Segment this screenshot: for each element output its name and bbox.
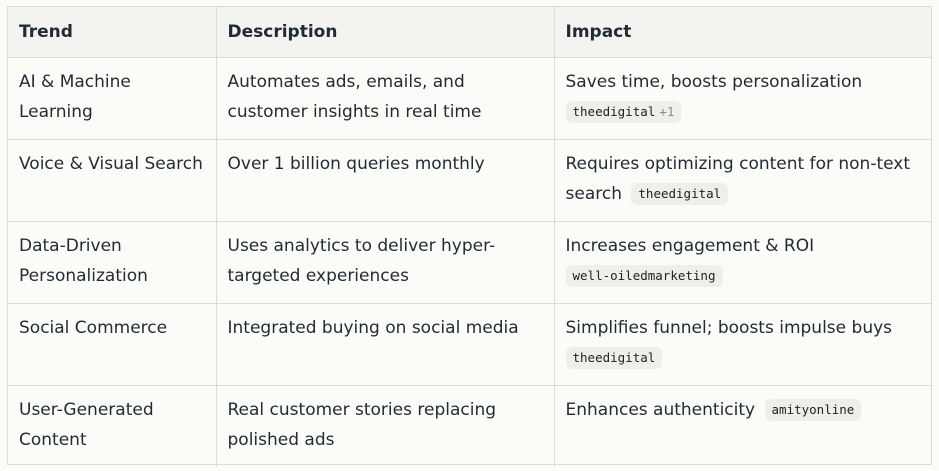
- trend-cell: User-Generated Content: [8, 385, 217, 467]
- impact-cell: Requires optimizing content for non-text…: [554, 139, 931, 222]
- source-label: well-oiledmarketing: [572, 267, 716, 283]
- source-label: amityonline: [771, 401, 855, 417]
- header-description: Description: [216, 7, 555, 58]
- trends-table-container: Trend Description Impact AI & Machine Le…: [7, 6, 932, 467]
- table-row: Data-Driven Personalization Uses analyti…: [8, 221, 931, 304]
- impact-text: Increases engagement & ROI: [565, 235, 815, 256]
- table-row: Social Commerce Integrated buying on soc…: [8, 303, 931, 386]
- source-citation-chip[interactable]: well-oiledmarketing: [565, 264, 723, 287]
- table-body: AI & Machine Learning Automates ads, ema…: [8, 57, 931, 467]
- source-citation-chip[interactable]: theedigital: [565, 346, 663, 369]
- impact-cell: Saves time, boosts personalization theed…: [554, 57, 931, 140]
- trend-cell: Social Commerce: [8, 303, 217, 386]
- source-citation-chip[interactable]: theedigital: [631, 182, 729, 205]
- impact-text: Requires optimizing content for non-text…: [565, 153, 911, 204]
- trends-table: Trend Description Impact AI & Machine Le…: [8, 7, 931, 467]
- source-more-count: +1: [659, 103, 675, 119]
- impact-cell: Enhances authenticity amityonline: [554, 385, 931, 467]
- description-cell: Uses analytics to deliver hyper-targeted…: [216, 221, 555, 304]
- trend-cell: Voice & Visual Search: [8, 139, 217, 222]
- trend-cell: AI & Machine Learning: [8, 57, 217, 140]
- impact-text: Saves time, boosts personalization: [565, 71, 863, 92]
- impact-text: Enhances authenticity: [565, 399, 756, 420]
- table-row: AI & Machine Learning Automates ads, ema…: [8, 57, 931, 140]
- description-cell: Integrated buying on social media: [216, 303, 555, 386]
- source-label: theedigital: [638, 185, 722, 201]
- table-row: User-Generated Content Real customer sto…: [8, 385, 931, 467]
- source-citation-chip[interactable]: theedigital +1: [565, 100, 682, 123]
- source-label: theedigital: [572, 103, 656, 119]
- source-citation-chip[interactable]: amityonline: [764, 398, 862, 421]
- header-trend: Trend: [8, 7, 217, 58]
- header-impact: Impact: [554, 7, 931, 58]
- description-cell: Over 1 billion queries monthly: [216, 139, 555, 222]
- table-header: Trend Description Impact: [8, 7, 931, 58]
- impact-cell: Increases engagement & ROI well-oiledmar…: [554, 221, 931, 304]
- trend-cell: Data-Driven Personalization: [8, 221, 217, 304]
- impact-cell: Simplifies funnel; boosts impulse buys t…: [554, 303, 931, 386]
- impact-text: Simplifies funnel; boosts impulse buys: [565, 317, 893, 338]
- description-cell: Automates ads, emails, and customer insi…: [216, 57, 555, 140]
- header-row: Trend Description Impact: [8, 7, 931, 58]
- description-cell: Real customer stories replacing polished…: [216, 385, 555, 467]
- source-label: theedigital: [572, 349, 656, 365]
- table-row: Voice & Visual Search Over 1 billion que…: [8, 139, 931, 222]
